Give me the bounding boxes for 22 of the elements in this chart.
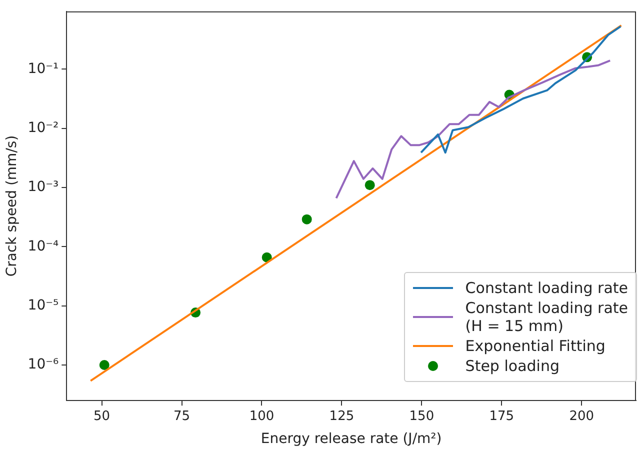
legend-label: Exponential Fitting (465, 337, 606, 355)
y-tick-label: 10⁻⁶ (28, 356, 59, 373)
legend-label: Constant loading rate (465, 279, 628, 297)
x-tick-label: 200 (569, 408, 594, 424)
x-axis-title: Energy release rate (J/m²) (260, 431, 442, 448)
x-tick-label: 75 (174, 408, 190, 424)
y-tick-label: 10⁻⁵ (28, 297, 59, 314)
point (302, 214, 312, 224)
legend-label: Constant loading rate (H = 15 mm) (465, 299, 628, 335)
x-tick-label: 175 (489, 408, 514, 424)
x-tick-label: 50 (94, 408, 110, 424)
x-tick-label: 125 (329, 408, 354, 424)
y-tick-label: 10⁻² (28, 120, 59, 136)
x-tick-label: 100 (249, 408, 274, 424)
legend-label: Step loading (465, 357, 560, 375)
y-tick-label: 10⁻¹ (28, 60, 59, 77)
y-tick-label: 10⁻³ (28, 179, 59, 196)
y-tick-label: 10⁻⁴ (28, 238, 59, 254)
y-axis-title: Crack speed (mm/s) (4, 135, 20, 277)
point (99, 360, 110, 370)
x-tick-label: 150 (409, 408, 434, 424)
point (364, 180, 375, 190)
